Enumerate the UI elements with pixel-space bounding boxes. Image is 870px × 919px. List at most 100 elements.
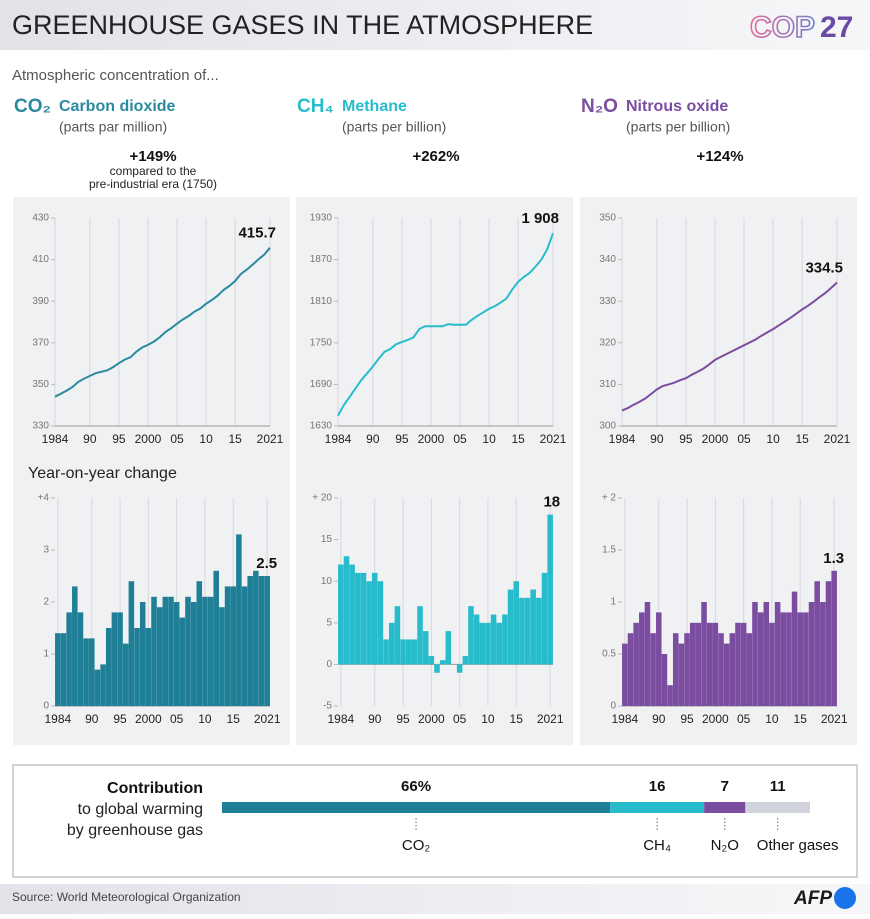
y-tick-label: 1870 xyxy=(310,254,333,265)
bar xyxy=(343,556,350,665)
gas-formula: CH₄ xyxy=(297,96,334,117)
bar xyxy=(786,612,792,706)
x-tick-label: 2021 xyxy=(537,712,564,726)
bar xyxy=(541,572,548,665)
x-tick-label: 95 xyxy=(113,712,127,726)
x-tick-label: 95 xyxy=(679,432,693,446)
x-tick-label: 10 xyxy=(481,712,495,726)
bar xyxy=(735,622,741,706)
segment-label: 7 xyxy=(721,778,729,795)
bar xyxy=(89,638,95,706)
x-tick-label: 2000 xyxy=(135,712,162,726)
x-tick-label: 05 xyxy=(170,432,184,446)
bar xyxy=(627,633,634,706)
bar xyxy=(513,581,519,665)
bar xyxy=(496,622,503,665)
brand-dot xyxy=(834,887,856,909)
bar xyxy=(661,654,668,706)
y-tick-label: 370 xyxy=(32,337,49,348)
x-tick-label: 90 xyxy=(366,432,380,446)
bar xyxy=(83,638,89,706)
bar xyxy=(490,614,497,665)
bar xyxy=(729,633,736,706)
x-tick-label: 2021 xyxy=(254,712,281,726)
bar xyxy=(77,612,84,706)
bar xyxy=(439,660,446,665)
bar xyxy=(219,607,225,706)
y-tick-label: 1750 xyxy=(310,337,333,348)
y-tick-label: 0 xyxy=(43,701,49,712)
bar xyxy=(536,597,542,665)
bar xyxy=(145,628,152,706)
bar xyxy=(60,633,67,706)
bar xyxy=(752,602,758,706)
bar xyxy=(377,581,384,665)
x-tick-label: 90 xyxy=(652,712,666,726)
bar xyxy=(797,612,803,706)
contribution-title: Contribution xyxy=(107,780,203,797)
logo-number: 27 xyxy=(820,11,853,44)
bar xyxy=(656,612,662,706)
bar xyxy=(820,602,826,706)
bar xyxy=(468,606,474,665)
data-label: 1.3 xyxy=(823,550,844,567)
contribution-box xyxy=(12,764,858,878)
x-tick-label: 10 xyxy=(199,432,213,446)
bar xyxy=(695,622,702,706)
bar xyxy=(168,596,174,706)
bar xyxy=(264,576,270,706)
category-label: Other gases xyxy=(757,837,839,854)
bar xyxy=(644,602,651,706)
x-tick-label: 2021 xyxy=(257,432,284,446)
header-band xyxy=(0,0,870,50)
bar xyxy=(338,564,344,665)
x-tick-label: 95 xyxy=(680,712,694,726)
logo-text: COP xyxy=(750,11,815,44)
bar xyxy=(224,586,231,706)
y-tick-label: 1930 xyxy=(310,213,333,224)
line xyxy=(54,247,271,398)
category-label: CH₄ xyxy=(643,837,671,854)
line xyxy=(337,232,554,417)
x-tick-label: 10 xyxy=(765,712,779,726)
gas-name: Carbon dioxide xyxy=(59,98,176,115)
x-tick-label: 2000 xyxy=(418,432,445,446)
y-tick-label: 430 xyxy=(32,213,49,224)
x-tick-label: 1984 xyxy=(42,432,69,446)
bar xyxy=(689,622,696,706)
bar xyxy=(128,581,135,706)
gas-unit: (parts par million) xyxy=(59,119,167,135)
bar xyxy=(740,622,747,706)
y-tick-label: 1 xyxy=(43,649,49,660)
bar xyxy=(519,597,525,665)
y-tick-label: 1.5 xyxy=(602,545,616,556)
x-tick-label: 2000 xyxy=(135,432,162,446)
bar xyxy=(105,628,112,706)
bar xyxy=(156,607,163,706)
bar xyxy=(94,669,101,706)
bar xyxy=(388,622,395,665)
bar xyxy=(122,643,129,706)
bar xyxy=(55,633,61,706)
bar xyxy=(780,612,787,706)
segment-label: 66% xyxy=(401,778,431,795)
x-tick-label: 90 xyxy=(85,712,99,726)
x-tick-label: 05 xyxy=(737,432,751,446)
bar xyxy=(769,622,775,706)
bar xyxy=(445,631,452,665)
bar xyxy=(66,612,72,706)
bar xyxy=(808,602,815,706)
bar xyxy=(485,622,491,665)
bar xyxy=(428,656,435,665)
bar xyxy=(173,602,180,706)
bar xyxy=(530,589,536,665)
footer-band xyxy=(0,884,870,914)
data-label: 18 xyxy=(543,494,560,511)
x-tick-label: 2000 xyxy=(418,712,445,726)
contribution-subtitle: by greenhouse gas xyxy=(67,822,203,839)
segment xyxy=(610,802,705,813)
bar xyxy=(241,586,248,706)
category-label: N₂O xyxy=(711,837,739,854)
bar xyxy=(774,602,781,706)
gas-change: +124% xyxy=(696,148,743,165)
